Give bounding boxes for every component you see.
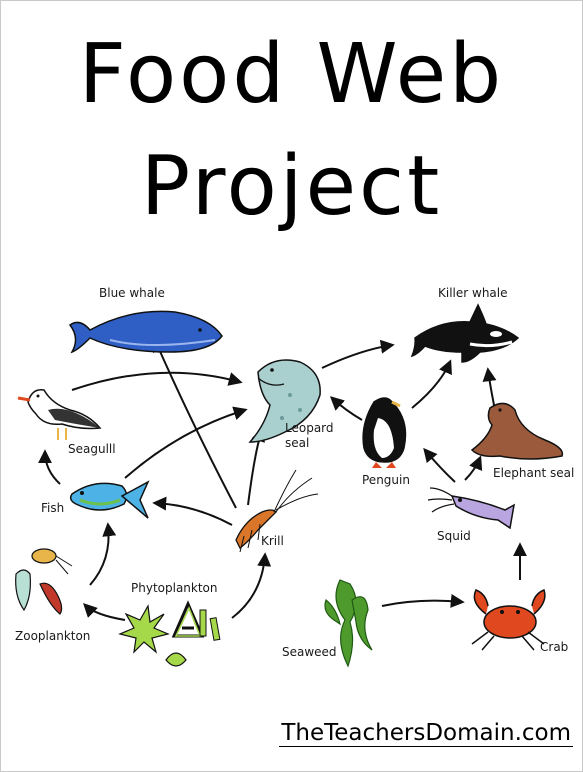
arrow-seaweed-to-crab: [381, 593, 465, 608]
label-squid: Squid: [437, 529, 471, 543]
arrow-krill-to-fish: [152, 496, 233, 526]
leopard-seal-illustration: [248, 359, 321, 443]
label-killer-whale: Killer whale: [438, 286, 508, 300]
fish-illustration: [69, 480, 150, 519]
title-line-1: Food Web: [78, 27, 505, 122]
seagull-illustration: [17, 389, 102, 440]
penguin-illustration: [362, 397, 407, 468]
arrow-fish-to-seagull: [38, 449, 61, 485]
zooplankton-illustration: [15, 548, 73, 615]
arrows: [38, 337, 527, 621]
arrow-penguin-to-leopard-seal: [329, 396, 363, 421]
arrow-elephant-seal-to-killer-whale: [482, 367, 497, 411]
arrow-zooplankton-to-fish: [89, 522, 117, 586]
label-blue-whale: Blue whale: [99, 286, 165, 300]
arrow-krill-to-blue-whale: [153, 337, 237, 509]
label-fish: Fish: [41, 501, 65, 515]
arrow-squid-to-penguin: [423, 447, 456, 483]
arrow-phytoplankton-to-zooplankton: [83, 603, 126, 621]
arrow-seagull-to-leopard-seal: [71, 371, 243, 391]
arrow-leopard-seal-to-killer-whale: [321, 339, 395, 369]
arrow-fish-to-leopard-seal: [124, 406, 248, 479]
label-seaweed: Seaweed: [282, 645, 337, 659]
label-crab: Crab: [540, 640, 569, 654]
brand-watermark: TheTeachersDomain.com: [279, 720, 573, 747]
label-phytoplankton: Phytoplankton: [131, 581, 218, 595]
label-zooplankton: Zooplankton: [15, 629, 91, 643]
label-leopard-seal-line1: Leopard: [285, 421, 334, 435]
seaweed-illustration: [324, 579, 373, 668]
title-line-2: Project: [140, 139, 443, 234]
arrow-squid-to-elephant-seal: [464, 455, 483, 481]
label-elephant-seal: Elephant seal: [493, 466, 575, 480]
label-leopard-seal-line2: seal: [285, 436, 310, 450]
crab-illustration: [471, 589, 546, 651]
arrow-penguin-to-killer-whale: [411, 359, 452, 409]
phytoplankton-illustration: [118, 600, 221, 667]
label-penguin: Penguin: [362, 473, 410, 487]
killer-whale-illustration: [410, 303, 520, 363]
arrow-phytoplankton-to-krill: [231, 552, 272, 619]
krill-illustration: [235, 469, 319, 553]
blue-whale-illustration: [68, 310, 223, 354]
label-seagull: Seagulll: [68, 442, 116, 456]
label-krill: Krill: [261, 534, 284, 548]
squid-illustration: [427, 487, 516, 530]
elephant-seal-illustration: [470, 402, 564, 460]
